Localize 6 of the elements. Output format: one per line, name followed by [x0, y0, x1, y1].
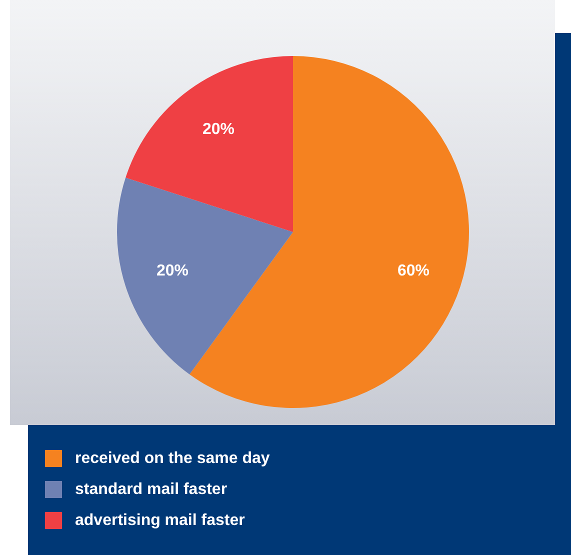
- data-label: 60%: [398, 262, 430, 280]
- legend-label: advertising mail faster: [75, 512, 245, 530]
- legend-label: received on the same day: [75, 450, 270, 468]
- data-label: 20%: [156, 262, 188, 280]
- legend-label: standard mail faster: [75, 480, 228, 498]
- data-label: 20%: [202, 120, 235, 138]
